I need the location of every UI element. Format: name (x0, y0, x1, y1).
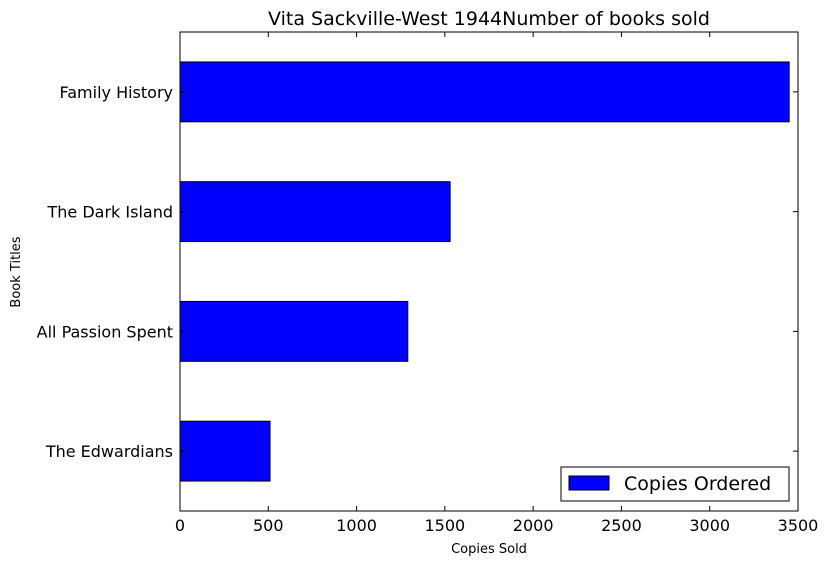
legend: Copies Ordered (560, 466, 790, 502)
bars-layer (179, 61, 790, 482)
x-axis-label: Copies Sold (451, 542, 527, 557)
bar (179, 420, 271, 482)
x-tick-label: 3500 (778, 516, 819, 535)
bar (179, 300, 409, 362)
chart-title: Vita Sackville-West 1944Number of books … (268, 8, 710, 30)
plot-area-frame (179, 31, 799, 512)
y-axis-label: Book Titles (9, 236, 24, 307)
x-tick-label: 3000 (689, 516, 730, 535)
x-tick-label: 1500 (424, 516, 465, 535)
bar (179, 181, 451, 243)
y-tick-label: The Edwardians (45, 442, 173, 461)
bar (179, 61, 790, 123)
x-tick-label: 2500 (601, 516, 642, 535)
legend-label: Copies Ordered (624, 473, 771, 495)
x-tick-label: 500 (253, 516, 284, 535)
x-tick-label: 1000 (336, 516, 377, 535)
x-tick-label: 0 (175, 516, 185, 535)
legend-swatch (568, 475, 610, 491)
y-tick-label: All Passion Spent (37, 322, 173, 341)
ticks-layer: The Edwardians All Passion Spent The Dark … (37, 32, 819, 535)
y-tick-label: Family History (60, 83, 174, 102)
y-tick-label: The Dark Island (47, 203, 174, 222)
x-tick-label: 2000 (513, 516, 554, 535)
